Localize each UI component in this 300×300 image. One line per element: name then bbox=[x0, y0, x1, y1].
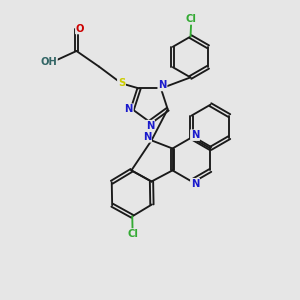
Text: Cl: Cl bbox=[186, 14, 196, 24]
Text: OH: OH bbox=[40, 57, 57, 68]
Text: N: N bbox=[191, 179, 199, 189]
Text: S: S bbox=[118, 78, 125, 88]
Text: Cl: Cl bbox=[127, 229, 138, 239]
Text: N: N bbox=[146, 121, 154, 131]
Text: N: N bbox=[124, 104, 133, 114]
Text: N: N bbox=[191, 130, 199, 140]
Text: N: N bbox=[143, 132, 151, 142]
Text: N: N bbox=[158, 80, 166, 91]
Text: O: O bbox=[76, 23, 84, 34]
